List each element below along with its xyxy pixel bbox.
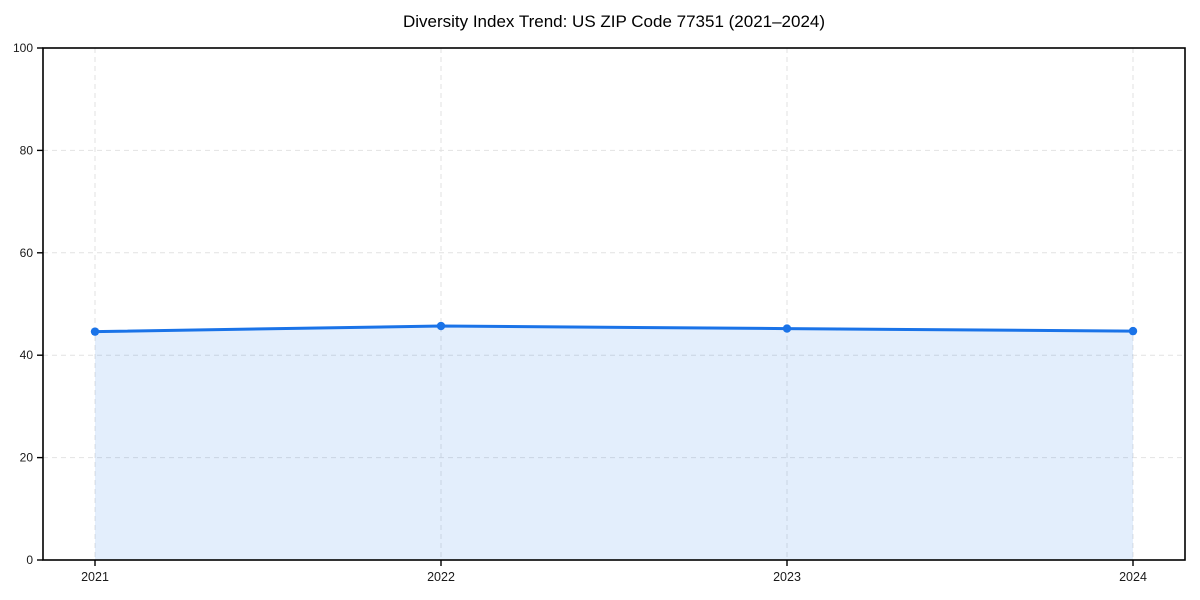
data-point (436, 321, 446, 331)
y-tick-label: 20 (20, 451, 34, 465)
y-tick-label: 100 (13, 41, 33, 55)
chart-title: Diversity Index Trend: US ZIP Code 77351… (402, 12, 826, 31)
x-tick-label: 2024 (1119, 570, 1147, 584)
y-tick-label: 0 (26, 553, 33, 567)
x-tick-label: 2022 (427, 570, 455, 584)
data-point (782, 324, 792, 333)
data-point (1128, 326, 1138, 336)
y-tick-label: 80 (20, 143, 34, 157)
x-tick-label: 2023 (773, 570, 801, 584)
area-fill (95, 326, 1133, 560)
trend-line (93, 324, 1135, 334)
y-tick-label: 60 (20, 246, 34, 260)
y-tick-label: 40 (20, 348, 34, 362)
x-tick-label: 2021 (81, 570, 109, 584)
data-point (90, 327, 100, 336)
plot-border (42, 47, 1186, 561)
